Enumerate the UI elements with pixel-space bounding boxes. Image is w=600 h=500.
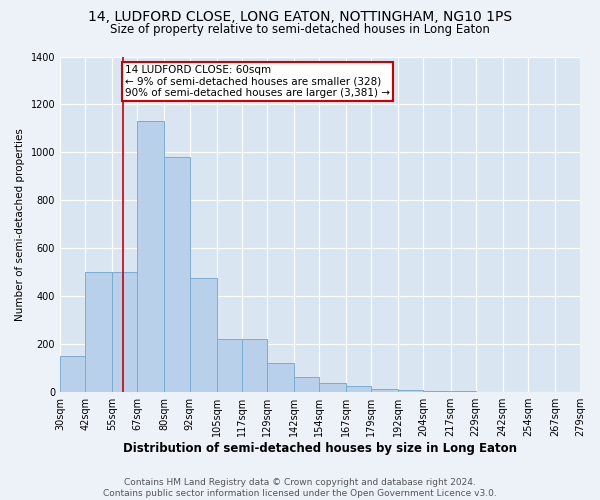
Bar [217, 340, 242, 392]
Bar [424, 391, 451, 392]
Text: 14 LUDFORD CLOSE: 60sqm
← 9% of semi-detached houses are smaller (328)
90% of se: 14 LUDFORD CLOSE: 60sqm ← 9% of semi-det… [125, 65, 390, 98]
Y-axis label: Number of semi-detached properties: Number of semi-detached properties [15, 128, 25, 321]
Bar [60, 356, 85, 392]
Bar [190, 278, 217, 392]
Bar [398, 390, 424, 392]
Text: Size of property relative to semi-detached houses in Long Eaton: Size of property relative to semi-detach… [110, 22, 490, 36]
Bar [319, 382, 346, 392]
Text: Contains HM Land Registry data © Crown copyright and database right 2024.
Contai: Contains HM Land Registry data © Crown c… [103, 478, 497, 498]
Bar [137, 121, 164, 392]
Bar [164, 157, 190, 392]
X-axis label: Distribution of semi-detached houses by size in Long Eaton: Distribution of semi-detached houses by … [123, 442, 517, 455]
Bar [85, 272, 112, 392]
Bar [346, 386, 371, 392]
Text: 14, LUDFORD CLOSE, LONG EATON, NOTTINGHAM, NG10 1PS: 14, LUDFORD CLOSE, LONG EATON, NOTTINGHA… [88, 10, 512, 24]
Bar [267, 364, 294, 392]
Bar [294, 376, 319, 392]
Bar [371, 388, 398, 392]
Bar [242, 340, 267, 392]
Bar [112, 272, 137, 392]
